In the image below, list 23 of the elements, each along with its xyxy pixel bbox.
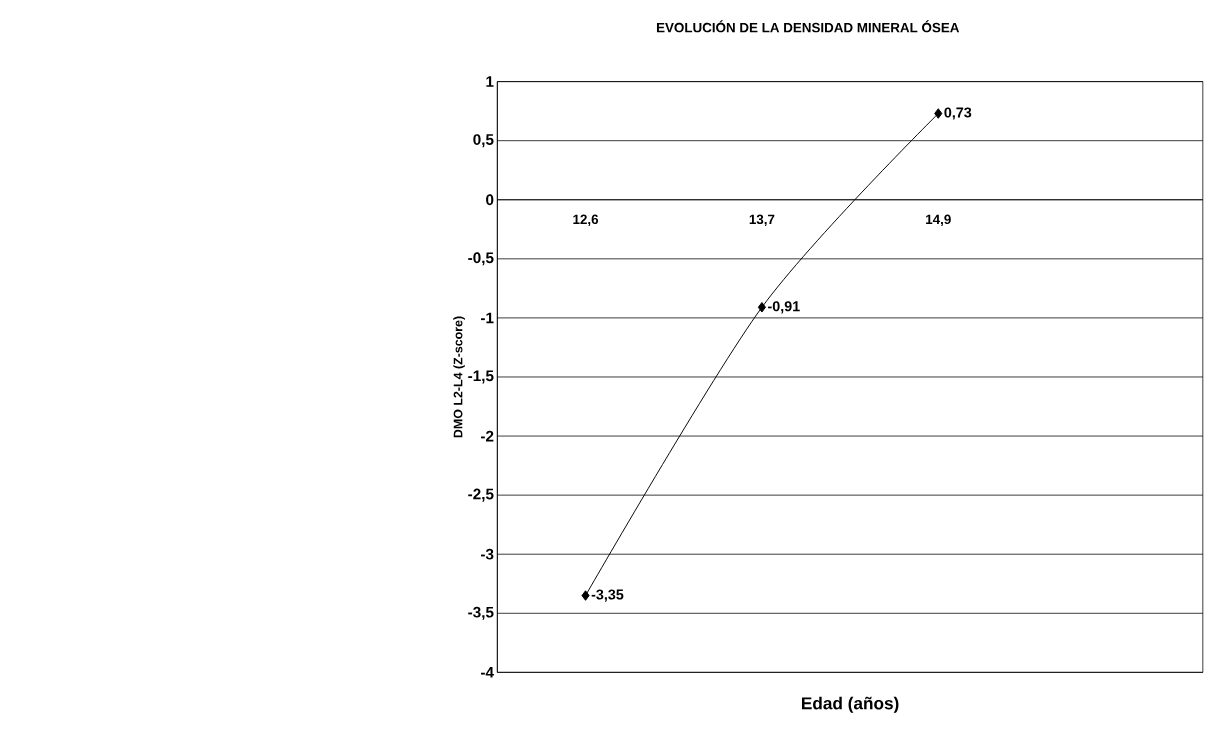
y-tick-label: -3 [480,548,494,560]
x-tick-label: 13,7 [749,214,775,227]
x-axis-title: Edad (años) [802,696,899,713]
y-tick-label: 0 [486,194,494,206]
y-tick-label: 0,5 [473,134,494,148]
point [757,302,766,313]
point [581,590,590,601]
y-tick-label: -1,5 [468,370,494,384]
x-tick-label: 14,9 [926,214,951,227]
y-tick-label: -1 [480,312,494,324]
y-tick-label: -2,5 [468,488,494,502]
x-tick-label: 12,6 [573,214,599,227]
chart-title: EVOLUCIÓN DE LA DENSIDAD MINERAL ÓSEA [656,20,960,33]
point [934,108,943,119]
data-label: -0,91 [768,301,800,314]
y-tick-label: 1 [486,76,494,88]
y-axis-title: DMO L2-L4 (Z-score) [453,316,465,438]
data-label: -3,35 [591,589,624,602]
data-label: 0,73 [944,107,972,120]
y-tick-label: -4 [480,667,494,678]
y-tick-label: -2 [480,430,494,442]
y-tick-label: -3,5 [468,606,494,620]
y-tick-label: -0,5 [468,252,494,266]
